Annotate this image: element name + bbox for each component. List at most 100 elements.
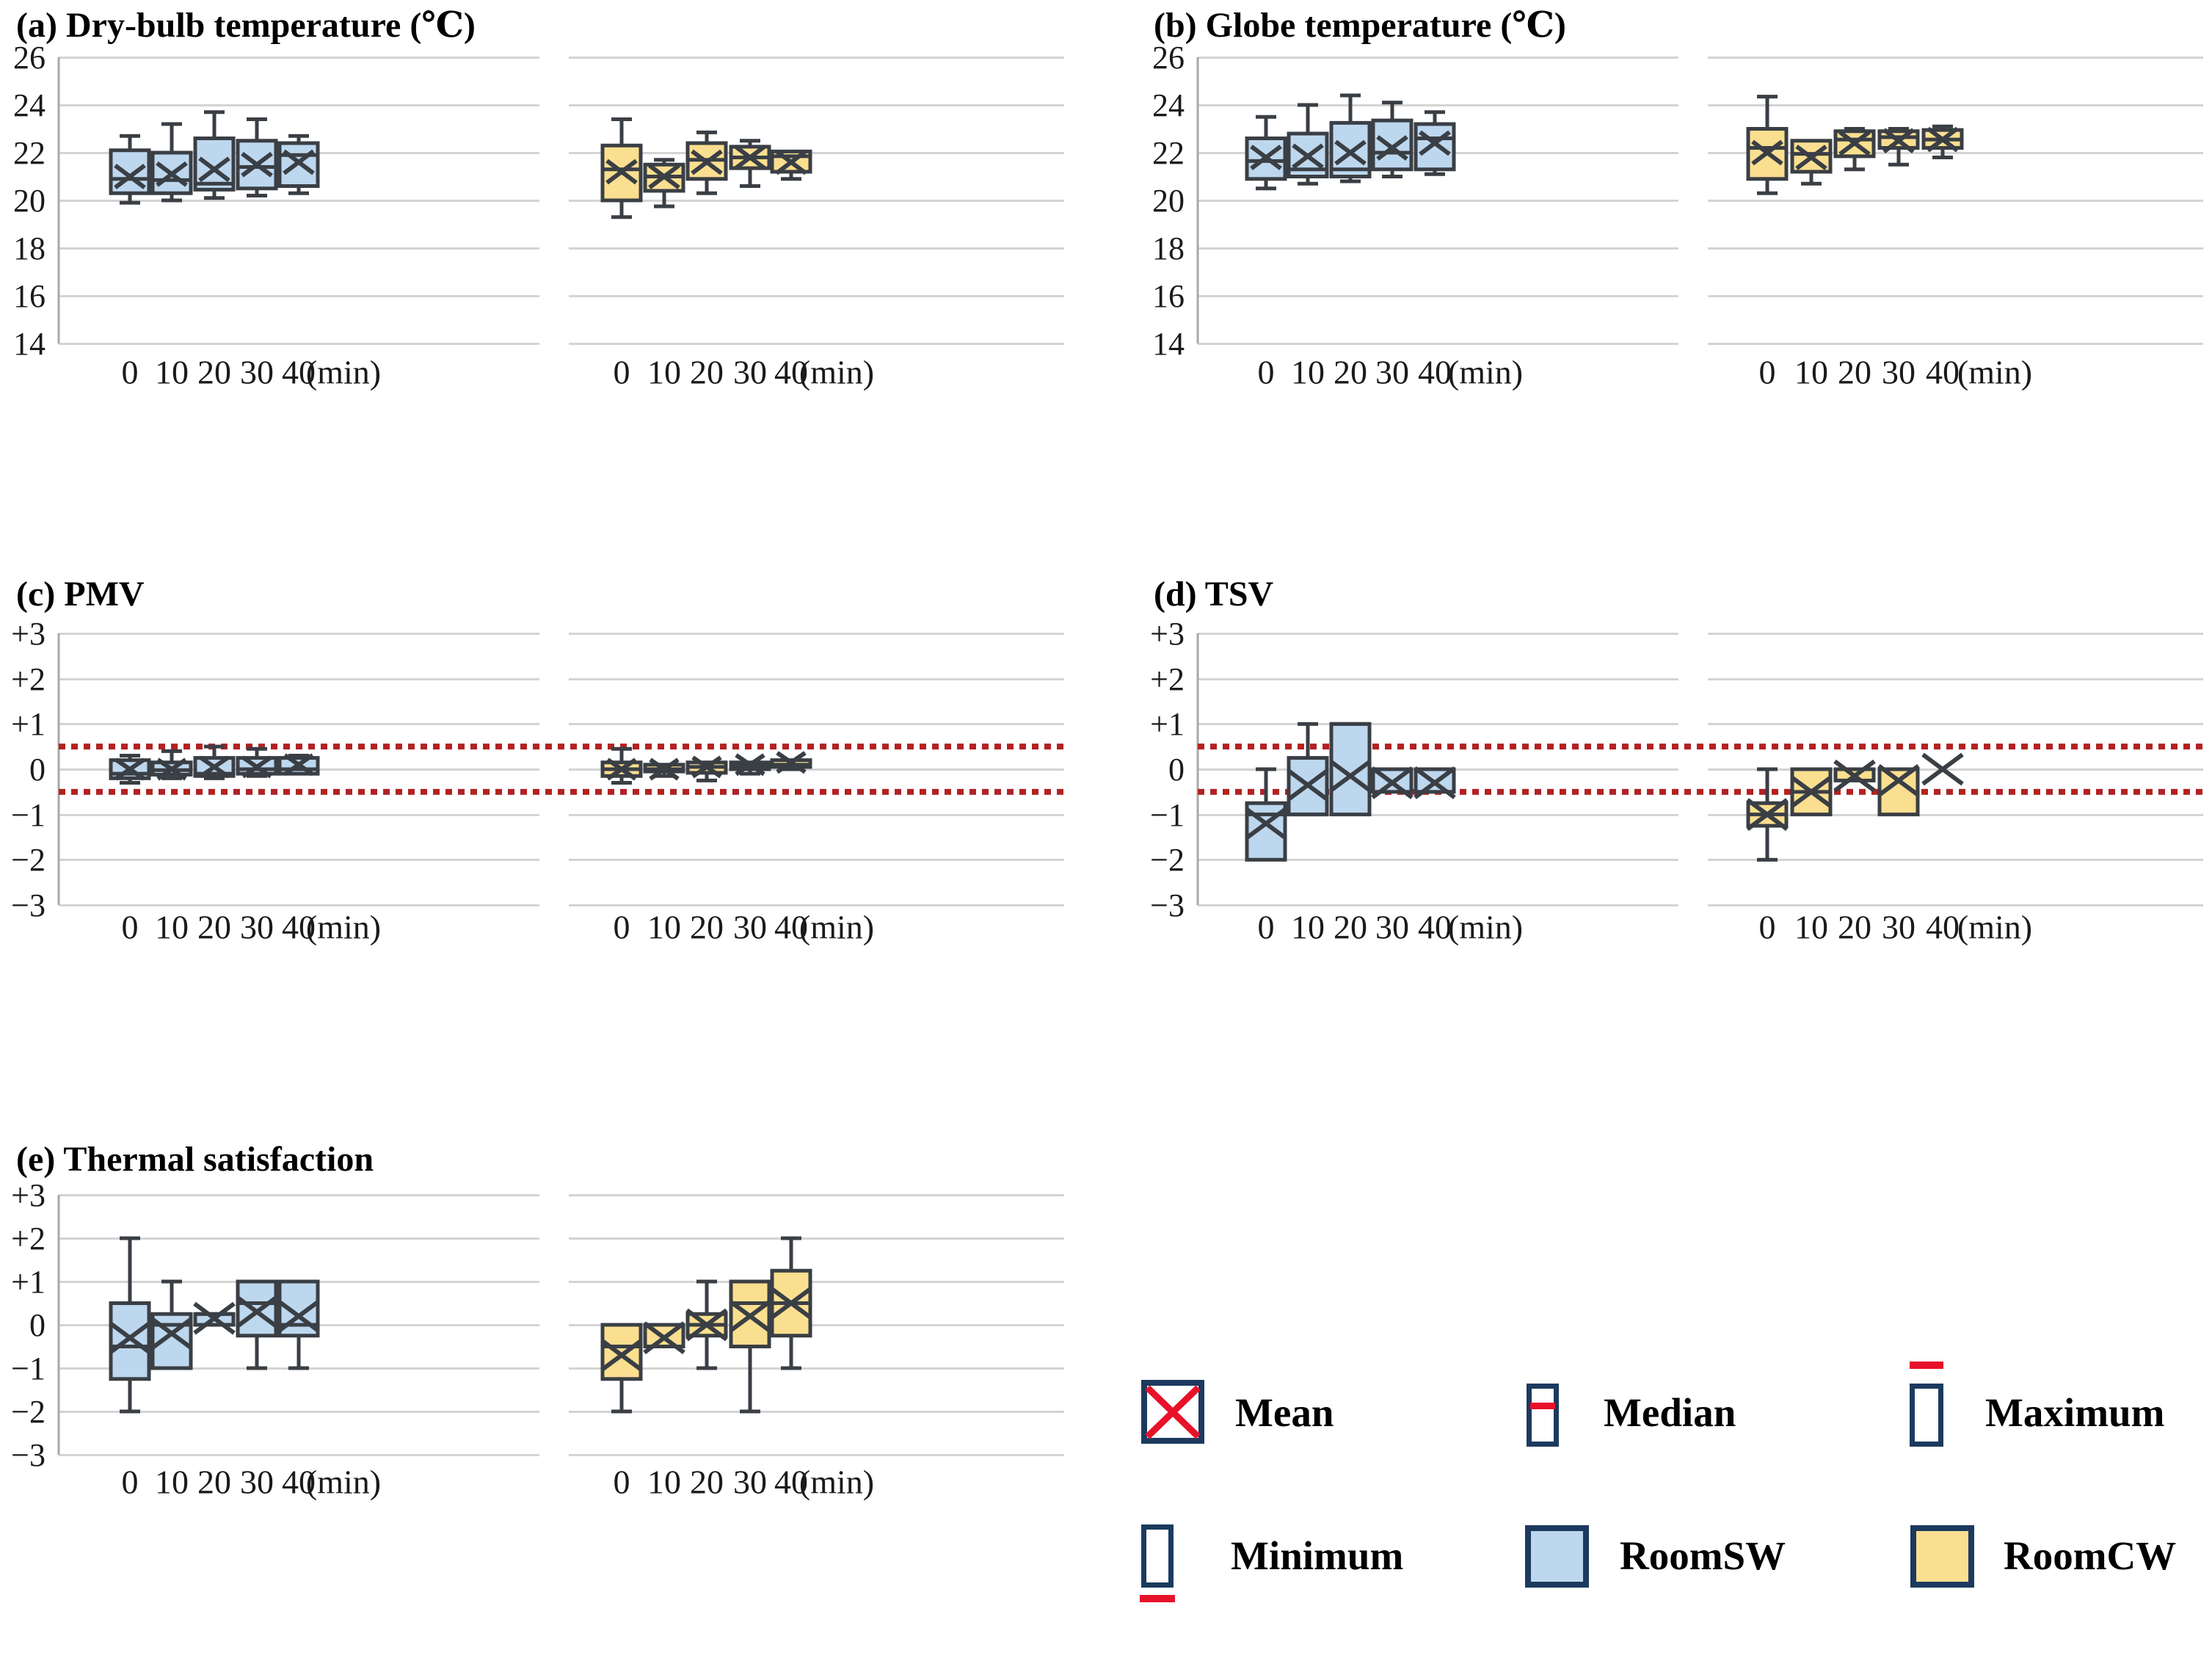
mean-x-icon (283, 149, 315, 175)
mean-x-icon (1746, 798, 1789, 832)
y-tick-label: +2 (11, 1221, 46, 1257)
boxplot-RoomSW-t40 (277, 134, 320, 195)
mean-x-icon (114, 164, 146, 189)
roomsw-swatch-icon (1525, 1525, 1589, 1588)
boxplot-RoomSW-t0 (109, 754, 151, 785)
boxplot-RoomSW-t0 (109, 1236, 151, 1414)
box-iqr (729, 1279, 771, 1348)
mean-x-icon (1419, 130, 1451, 156)
x-tick-label: 20 (1838, 354, 1871, 391)
box-iqr (109, 1301, 151, 1381)
y-tick-label: 20 (1152, 183, 1185, 219)
y-tick-label: 0 (29, 1307, 46, 1343)
boxplot-RoomCW-t40 (770, 1236, 812, 1370)
y-tick-label: −3 (1150, 887, 1185, 923)
mean-x-icon (156, 161, 188, 187)
boxplot-RoomSW-t10 (150, 122, 193, 203)
x-tick-label: 10 (155, 1464, 189, 1501)
x-tick-label: 0 (1258, 909, 1275, 946)
x-unit-label: (min) (1448, 909, 1523, 946)
x-unit-label: (min) (799, 909, 874, 946)
mean-x-icon (199, 755, 230, 779)
mean-x-icon (198, 156, 230, 183)
x-tick-label: 0 (614, 354, 630, 391)
x-tick-label: 20 (1838, 909, 1871, 946)
boxplot-RoomCW-t0 (600, 746, 643, 785)
mean-x-icon (1795, 145, 1827, 170)
x-tick-label: 40 (282, 354, 316, 391)
mean-x-icon (1414, 766, 1456, 799)
x-tick-label: 20 (197, 1464, 231, 1501)
y-tick-label: 16 (13, 278, 46, 314)
boxplot-RoomCW-t20 (1833, 127, 1876, 172)
x-tick-label: 20 (1334, 354, 1367, 391)
x-tick-label: 40 (282, 909, 316, 946)
mean-x-icon (1838, 130, 1871, 156)
y-tick-label: +3 (11, 616, 46, 652)
y-tick-label: +2 (1150, 661, 1185, 697)
y-tick-label: 20 (13, 183, 46, 219)
boxplot-RoomCW-t40 (1921, 752, 1964, 786)
mean-x-icon (648, 164, 680, 189)
boxplot-RoomCW-t0 (1746, 95, 1789, 195)
mean-x-icon (775, 149, 807, 175)
mean-x-icon (691, 755, 722, 779)
x-tick-label: 10 (647, 1464, 681, 1501)
mean-x-icon (600, 1338, 643, 1372)
boxplot-RoomCW-t30 (729, 1279, 771, 1414)
boxplot-RoomSW-t30 (1371, 101, 1414, 178)
y-tick-label: +1 (11, 1264, 46, 1300)
x-tick-label: 30 (240, 909, 274, 946)
x-tick-label: 30 (240, 1464, 274, 1501)
x-tick-label: 30 (1375, 354, 1409, 391)
boxplot-RoomCW-t10 (643, 1321, 685, 1355)
y-tick-label: 24 (13, 87, 46, 123)
box-iqr (600, 1323, 643, 1381)
x-tick-label: 10 (1794, 354, 1828, 391)
mean-x-icon (770, 1287, 812, 1320)
mean-x-icon (241, 151, 273, 178)
box-iqr (1371, 118, 1414, 172)
y-tick-label: 24 (1152, 87, 1185, 123)
maximum-marker-icon (1910, 1384, 1943, 1447)
mean-marker-icon (1141, 1380, 1204, 1444)
chart-d-plot: +3+2+10−1−2−30 10 20 30 40(min) 0 10 20 30 40(min… (1150, 616, 2203, 946)
x-tick-label: 0 (122, 354, 139, 391)
x-tick-label: 30 (1882, 909, 1916, 946)
x-tick-label: 30 (733, 909, 767, 946)
mean-x-icon (1245, 807, 1287, 840)
boxplot-RoomSW-t0 (109, 134, 151, 205)
x-tick-label: 30 (240, 354, 274, 391)
x-tick-label: 30 (733, 354, 767, 391)
y-tick-label: +3 (11, 1177, 46, 1213)
y-tick-label: 14 (1152, 326, 1185, 362)
chart-a-title: (a) Dry-bulb temperature (℃) (16, 6, 476, 45)
boxplot-RoomCW-t30 (729, 753, 771, 777)
mean-x-icon (606, 757, 637, 781)
x-tick-label: 10 (1291, 909, 1325, 946)
y-tick-label: −2 (11, 1394, 46, 1430)
boxplot-RoomCW-t10 (643, 158, 685, 208)
boxplot-RoomSW-t20 (193, 744, 236, 780)
y-tick-label: +1 (11, 706, 46, 742)
x-unit-label: (min) (799, 354, 874, 391)
x-tick-label: 40 (774, 1464, 808, 1501)
y-tick-label: 0 (1168, 752, 1185, 788)
x-unit-label: (min) (1957, 909, 2032, 946)
box-iqr (1329, 721, 1372, 817)
mean-x-icon (277, 1299, 320, 1333)
chart-d-title: (d) TSV (1154, 575, 1274, 614)
boxplot-RoomCW-t30 (729, 139, 771, 188)
boxplot-RoomCW-t20 (685, 1279, 728, 1370)
mean-x-icon (156, 757, 187, 781)
x-tick-label: 30 (1375, 909, 1409, 946)
x-tick-label: 20 (197, 909, 231, 946)
y-tick-label: −3 (11, 887, 46, 923)
boxplot-RoomCW-t20 (1833, 759, 1876, 793)
legend-label-roomsw: RoomSW (1620, 1533, 1786, 1578)
x-tick-label: 40 (1418, 909, 1452, 946)
x-tick-label: 0 (122, 1464, 139, 1501)
